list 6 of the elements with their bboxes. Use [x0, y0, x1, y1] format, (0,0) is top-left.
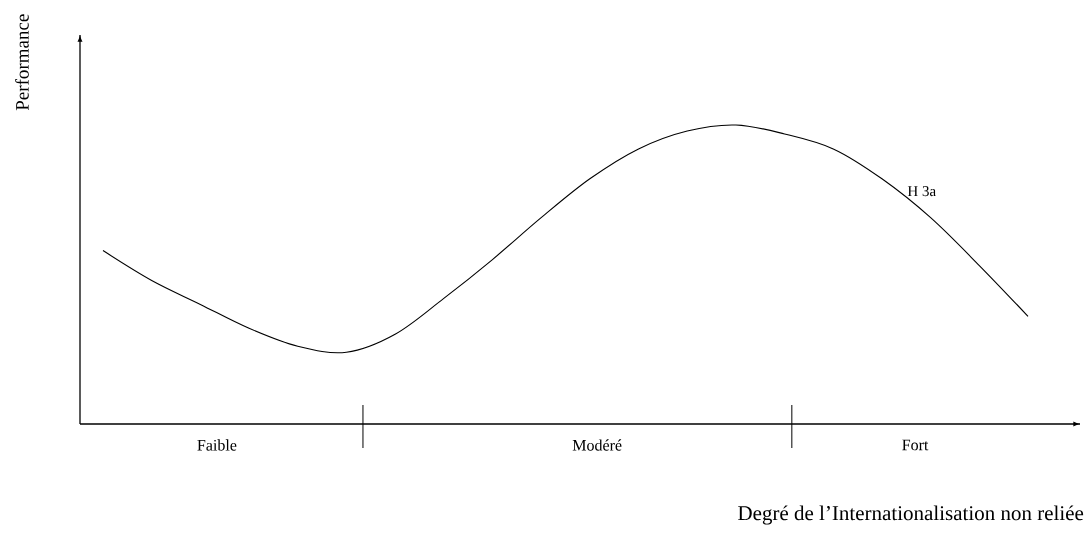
- x-axis-title: Degré de l’Internationalisation non reliée: [738, 505, 1084, 525]
- text: Modéré: [572, 439, 622, 451]
- text: Fort: [902, 439, 929, 451]
- y-axis-title: Performance: [15, 14, 29, 111]
- text: Faible: [197, 439, 237, 451]
- series-label: H 3a: [907, 186, 936, 197]
